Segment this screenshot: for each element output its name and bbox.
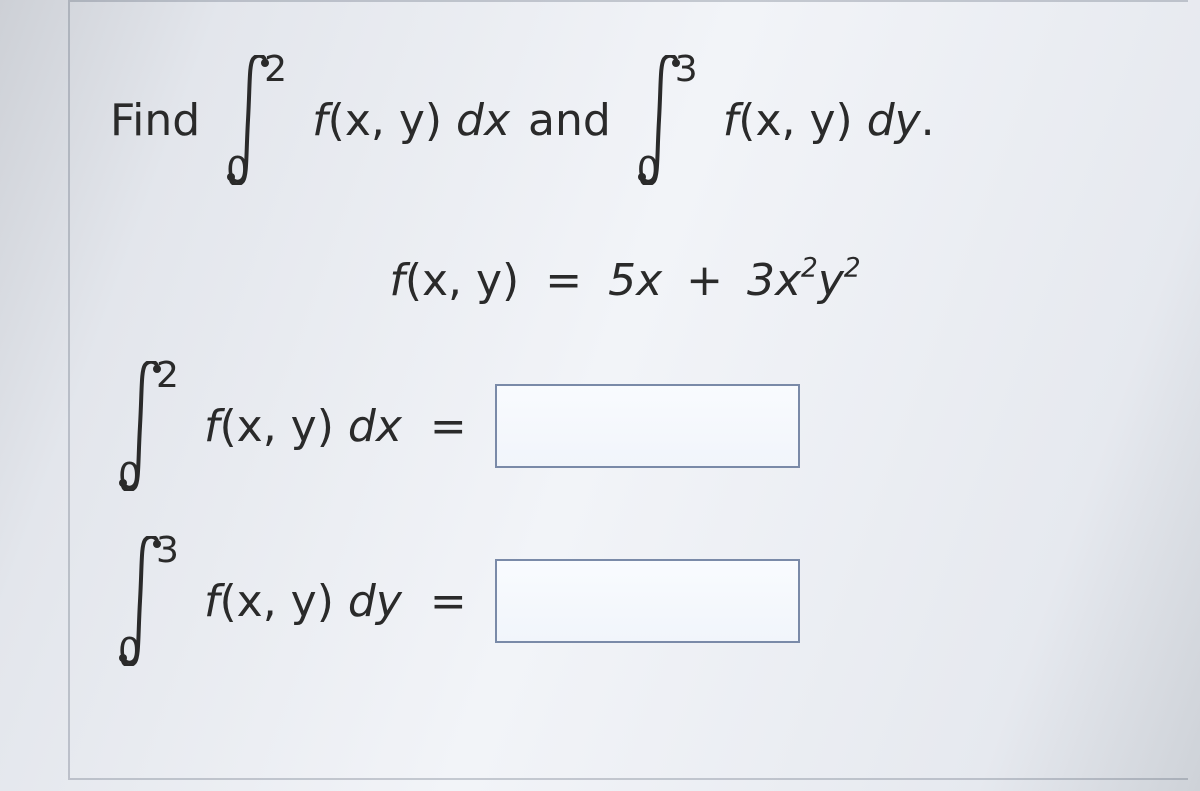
ans2-upper: 3 (156, 530, 179, 571)
answer-row-2: 3 0 f(x, y) dy = (110, 536, 1140, 666)
differential-1: dx (456, 95, 510, 146)
integral-sign-icon: 3 0 (110, 536, 170, 666)
ans2-eq: = (430, 576, 467, 627)
question-content: Find 2 0 f(x, y) dx and (110, 55, 1140, 711)
connector-word: and (528, 95, 611, 146)
upper-limit-2: 3 (675, 49, 698, 90)
ans1-fn: f (204, 401, 220, 452)
fn-name: f (312, 95, 328, 146)
integral-2: 3 0 f(x, y) dy. (629, 55, 935, 185)
ans1-args: (x, y) (220, 401, 334, 452)
ans1-diff: dx (348, 401, 402, 452)
prompt-word: Find (110, 95, 200, 146)
answer-input-2[interactable] (495, 559, 800, 643)
integral-sign-icon: 2 0 (218, 55, 278, 185)
ans2-args: (x, y) (220, 576, 334, 627)
differential-2: dy (867, 95, 921, 146)
rhs-sup2: 2 (844, 253, 861, 284)
period: . (921, 95, 935, 146)
rhs-term2-base2: y (818, 255, 844, 306)
ans1-upper: 2 (156, 355, 179, 396)
prompt-line: Find 2 0 f(x, y) dx and (110, 55, 1140, 185)
fn-args: (x, y) (328, 95, 442, 146)
answer-input-1[interactable] (495, 384, 800, 468)
ans2-diff: dy (348, 576, 402, 627)
integral-sign-icon: 3 0 (629, 55, 689, 185)
rhs-term2-base1: 3x (747, 255, 801, 306)
integrand-1: f(x, y) dx (312, 95, 510, 146)
def-args: (x, y) (405, 255, 519, 306)
ans1-lower: 0 (118, 456, 141, 497)
fn-name: f (723, 95, 739, 146)
integral-sign-icon: 2 0 (110, 361, 170, 491)
ans1-integrand: f(x, y) dx (204, 401, 402, 452)
fn-args: (x, y) (738, 95, 852, 146)
integrand-2: f(x, y) dy. (723, 95, 935, 146)
upper-limit-1: 2 (264, 49, 287, 90)
ans1-eq: = (430, 401, 467, 452)
answer-row-1: 2 0 f(x, y) dx = (110, 361, 1140, 491)
def-eq: = (545, 255, 582, 306)
rhs-term1: 5x (608, 255, 662, 306)
rhs-plus: + (686, 255, 723, 306)
function-definition: f(x, y) = 5x + 3x2y2 (110, 255, 1140, 306)
integral-1: 2 0 f(x, y) dx (218, 55, 510, 185)
answer-integral-1: 2 0 f(x, y) dx (110, 361, 402, 491)
ans2-integrand: f(x, y) dy (204, 576, 402, 627)
ans2-fn: f (204, 576, 220, 627)
ans2-lower: 0 (118, 631, 141, 672)
def-fn: f (389, 255, 405, 306)
lower-limit-2: 0 (637, 150, 660, 191)
rhs-sup1: 2 (801, 253, 818, 284)
answer-integral-2: 3 0 f(x, y) dy (110, 536, 402, 666)
lower-limit-1: 0 (226, 150, 249, 191)
